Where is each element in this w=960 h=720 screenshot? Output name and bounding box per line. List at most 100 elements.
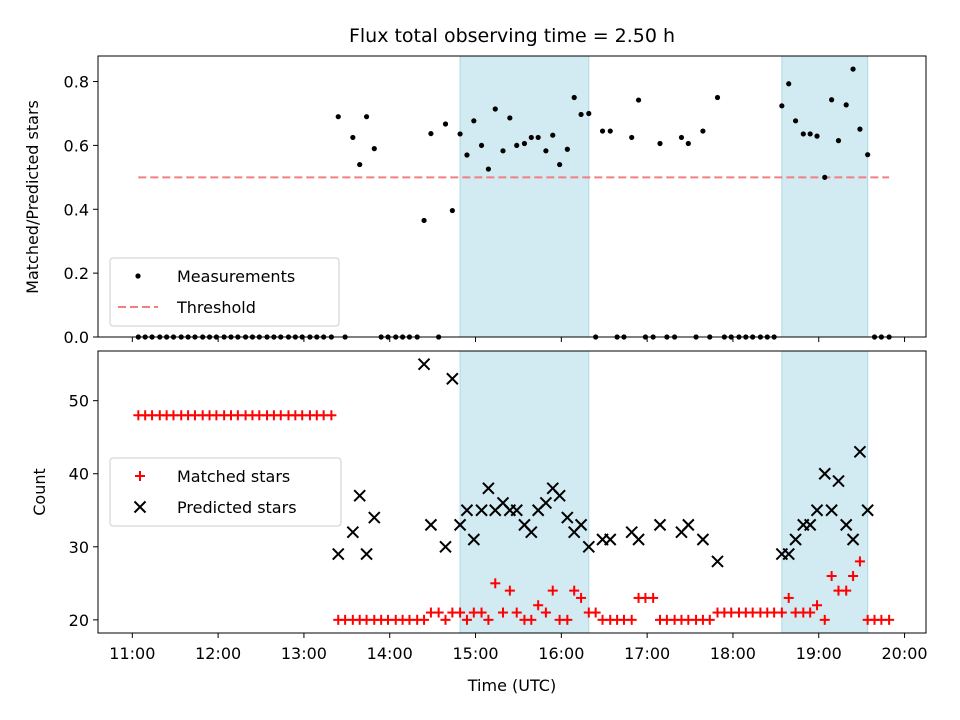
predicted-point: [460, 504, 474, 517]
predicted-point: [475, 504, 488, 517]
predicted-point: [839, 518, 853, 532]
top-panel: 0.0 0.2 0.4 0.6 0.8 Measurements Threshold: [64, 55, 927, 347]
matched-point: [490, 578, 501, 589]
y-tick-label: 30: [69, 538, 89, 557]
measurement-point: [843, 102, 849, 108]
predicted-point: [353, 489, 366, 502]
matched-point: [461, 614, 472, 625]
matched-point: [783, 592, 794, 603]
matched-point: [819, 614, 830, 625]
top-y-axis-label: Matched/Predicted stars: [23, 100, 42, 294]
predicted-point: [582, 540, 596, 553]
measurement-point: [350, 134, 356, 141]
measurement-point: [714, 94, 721, 101]
measurement-point: [543, 148, 549, 154]
measurement-point: [457, 131, 463, 137]
measurement-point: [357, 161, 363, 168]
predicted-point: [424, 518, 438, 532]
measurement-point: [814, 133, 820, 139]
matched-point: [476, 607, 487, 618]
measurement-point: [528, 134, 534, 141]
predicted-point: [561, 511, 574, 524]
y-tick-label: 40: [69, 465, 89, 484]
y-tick-label: 0.0: [64, 328, 89, 347]
top-axes-frame: [97, 55, 927, 338]
measurement-point: [599, 128, 606, 134]
predicted-point: [789, 533, 802, 546]
predicted-point: [861, 504, 874, 517]
matched-point: [569, 585, 580, 596]
matched-point: [884, 614, 895, 625]
measurement-point: [535, 134, 541, 141]
measurement-point: [700, 128, 706, 134]
legend-measurements-marker: [135, 273, 141, 279]
matched-point: [704, 614, 715, 625]
measurement-point: [564, 146, 570, 152]
measurement-point: [521, 140, 528, 147]
measurement-point: [800, 131, 806, 137]
predicted-point: [653, 518, 667, 532]
measurement-point: [629, 134, 635, 141]
measurement-point: [442, 121, 449, 127]
measurement-point: [578, 111, 584, 118]
predicted-point: [846, 533, 860, 546]
measurement-point: [335, 114, 341, 120]
measurement-point: [685, 140, 691, 147]
x-tick-label: 15:00: [452, 644, 498, 663]
predicted-point: [417, 357, 431, 371]
x-axis-label: Time (UTC): [467, 676, 556, 695]
predicted-point: [453, 518, 467, 532]
x-tick-label: 12:00: [195, 644, 241, 663]
measurement-point: [657, 140, 663, 147]
x-tick-label: 11:00: [109, 644, 155, 663]
measurement-point: [557, 161, 563, 168]
bottom-legend: Matched stars Predicted stars: [109, 457, 342, 527]
bottom-axes-frame: [97, 350, 927, 634]
measurement-point: [449, 207, 455, 214]
matched-point: [590, 607, 601, 618]
measurement-point: [492, 106, 498, 112]
matched-point: [433, 607, 444, 618]
measurement-point: [678, 134, 685, 141]
measurement-point: [857, 126, 863, 132]
measurement-point: [571, 94, 577, 101]
measurement-point: [792, 118, 799, 124]
predicted-point: [446, 372, 459, 385]
y-tick-label: 0.6: [64, 136, 89, 155]
matched-point: [805, 607, 816, 618]
measurement-point: [822, 174, 828, 180]
matched-point: [562, 614, 573, 625]
measurement-point: [865, 152, 871, 158]
predicted-point: [825, 504, 838, 517]
shaded-interval-1: [459, 350, 590, 634]
shaded-interval-2: [781, 350, 869, 634]
matched-point: [648, 592, 659, 603]
measurement-point: [428, 130, 434, 137]
measurement-point: [786, 81, 792, 87]
matched-point: [626, 614, 637, 625]
matched-point: [419, 614, 430, 625]
predicted-point: [574, 518, 588, 532]
legend-threshold-label: Threshold: [176, 298, 256, 317]
measurement-point: [464, 152, 470, 158]
predicted-point: [604, 533, 617, 546]
matched-point: [848, 571, 859, 582]
bottom-y-axis-label: Count: [30, 468, 49, 516]
predicted-point: [711, 555, 724, 568]
matched-point: [440, 614, 451, 625]
x-tick-label: 20:00: [881, 644, 927, 663]
predicted-point: [332, 547, 345, 561]
x-tick-label: 18:00: [710, 644, 756, 663]
x-tick-label: 17:00: [624, 644, 670, 663]
predicted-point: [539, 496, 553, 510]
measurement-point: [829, 97, 835, 103]
x-tick-label: 14:00: [367, 644, 413, 663]
bottom-legend-box: [109, 457, 342, 527]
predicted-point: [482, 482, 495, 495]
measurement-point: [471, 118, 477, 124]
legend-predicted-marker: [133, 500, 147, 514]
measurement-point: [514, 142, 520, 149]
predicted-point: [467, 533, 481, 546]
matched-point: [540, 607, 551, 618]
measurement-point: [835, 138, 842, 144]
